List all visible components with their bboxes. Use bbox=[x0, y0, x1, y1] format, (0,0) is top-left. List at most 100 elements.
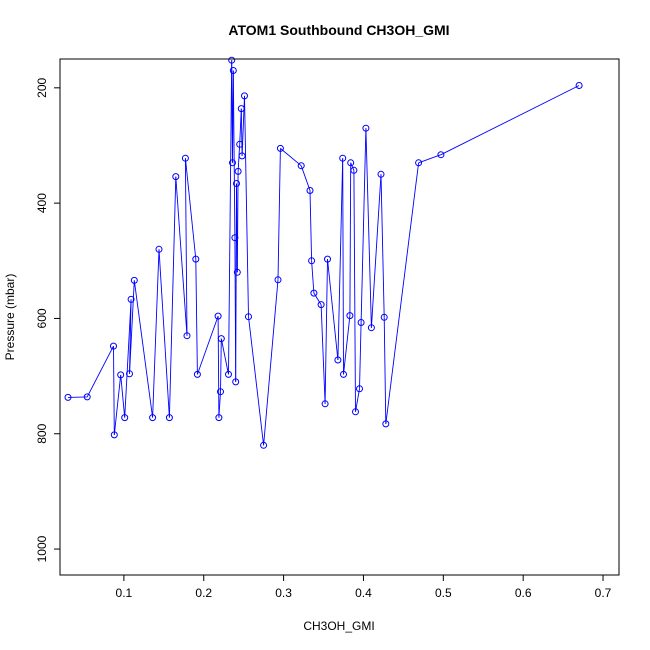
series-line-segment bbox=[380, 174, 385, 318]
data-lines bbox=[67, 60, 580, 446]
x-tick-label: 0.1 bbox=[116, 586, 133, 600]
x-axis: 0.1 0.2 0.3 0.4 0.5 0.6 0.7 bbox=[116, 574, 612, 600]
data-point bbox=[238, 152, 246, 160]
data-point bbox=[155, 245, 163, 253]
data-point bbox=[165, 414, 173, 422]
series-line-segment bbox=[313, 292, 322, 305]
series-line-segment bbox=[311, 260, 315, 294]
data-point bbox=[83, 393, 91, 401]
data-point bbox=[215, 414, 223, 422]
series-line-segment bbox=[152, 249, 160, 418]
data-point bbox=[241, 92, 248, 100]
series-line-segment bbox=[133, 280, 154, 418]
data-point bbox=[130, 276, 138, 284]
data-point bbox=[297, 162, 305, 170]
series-line-segment bbox=[349, 162, 352, 316]
y-tick-label: 600 bbox=[35, 308, 49, 328]
series-line-segment bbox=[327, 259, 339, 361]
data-point bbox=[575, 82, 583, 89]
data-point bbox=[231, 234, 239, 242]
series-line-segment bbox=[220, 338, 229, 375]
series-line-segment bbox=[158, 249, 170, 418]
data-point bbox=[352, 408, 359, 416]
data-point bbox=[377, 170, 385, 178]
y-axis-label: Pressure (mbar) bbox=[3, 274, 17, 361]
data-point bbox=[121, 414, 129, 422]
series-line-segment bbox=[360, 128, 367, 323]
data-point bbox=[276, 144, 284, 152]
data-point bbox=[356, 385, 363, 393]
series-line-segment bbox=[342, 158, 344, 375]
series-line-segment bbox=[353, 170, 356, 412]
data-point bbox=[149, 414, 157, 422]
series-line-segment bbox=[175, 176, 188, 336]
series-line-segment bbox=[217, 316, 220, 418]
x-tick-label: 0.7 bbox=[595, 586, 612, 600]
data-point bbox=[233, 180, 240, 187]
data-point bbox=[321, 400, 329, 408]
series-line-segment bbox=[228, 60, 233, 375]
data-point bbox=[183, 332, 191, 340]
data-point bbox=[110, 431, 118, 439]
series-line-segment bbox=[244, 95, 249, 317]
data-point bbox=[308, 257, 316, 265]
data-point bbox=[382, 420, 390, 428]
series-line-segment bbox=[184, 158, 197, 260]
x-tick-label: 0.3 bbox=[275, 586, 292, 600]
data-point bbox=[192, 255, 200, 263]
series-line-segment bbox=[385, 162, 420, 424]
series-line-segment bbox=[236, 171, 239, 273]
x-tick-label: 0.4 bbox=[355, 586, 372, 600]
plot-frame bbox=[59, 58, 620, 576]
series-line-segment bbox=[355, 388, 360, 412]
x-tick-label: 0.5 bbox=[435, 586, 452, 600]
data-point bbox=[232, 378, 240, 386]
series-line-segment bbox=[113, 374, 122, 435]
data-point bbox=[415, 159, 423, 167]
data-point bbox=[324, 255, 331, 263]
y-tick-label: 1000 bbox=[35, 535, 49, 562]
series-line-segment bbox=[365, 128, 372, 328]
series-line-segment bbox=[280, 148, 302, 167]
data-point bbox=[237, 105, 245, 113]
series-line-segment bbox=[324, 259, 328, 404]
series-line-segment bbox=[370, 174, 382, 328]
series-line-segment bbox=[418, 154, 442, 164]
data-point bbox=[233, 268, 241, 276]
data-point bbox=[362, 124, 370, 132]
series-line-segment bbox=[168, 176, 177, 418]
data-point bbox=[110, 342, 117, 350]
data-point bbox=[214, 312, 222, 320]
data-point bbox=[193, 370, 201, 378]
series-line-segment bbox=[86, 345, 114, 398]
series-line-segment bbox=[277, 148, 281, 280]
series-line-segment bbox=[124, 299, 132, 418]
data-point bbox=[437, 151, 445, 159]
series-line-segment bbox=[263, 279, 279, 446]
data-point bbox=[126, 370, 133, 378]
data-point bbox=[127, 295, 135, 303]
series-line-segment bbox=[218, 391, 221, 418]
data-point bbox=[260, 441, 268, 449]
y-tick-label: 200 bbox=[35, 77, 49, 97]
data-point bbox=[310, 289, 318, 297]
x-tick-label: 0.2 bbox=[195, 586, 212, 600]
data-point bbox=[245, 313, 252, 321]
y-tick-label: 800 bbox=[35, 423, 49, 443]
data-point bbox=[346, 312, 354, 320]
series-line-segment bbox=[196, 315, 219, 375]
series-line-segment bbox=[320, 304, 326, 404]
data-point bbox=[181, 154, 189, 162]
series-line-segment bbox=[120, 374, 126, 418]
series-line-segment bbox=[129, 280, 135, 374]
data-point bbox=[225, 370, 232, 378]
series-line-segment bbox=[248, 316, 265, 446]
data-point bbox=[217, 335, 225, 343]
data-point bbox=[172, 173, 180, 181]
data-point bbox=[229, 159, 236, 167]
data-point bbox=[64, 393, 72, 401]
data-point bbox=[117, 371, 125, 379]
series-line-segment bbox=[300, 165, 311, 191]
chart-title: ATOM1 Southbound CH3OH_GMI bbox=[228, 22, 449, 38]
